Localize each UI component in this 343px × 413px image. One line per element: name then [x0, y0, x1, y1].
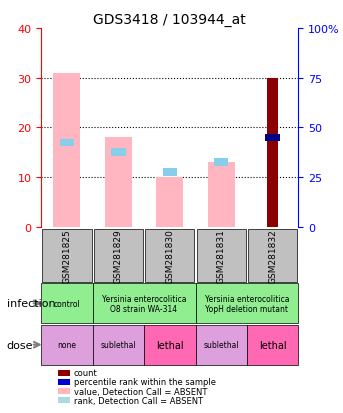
FancyBboxPatch shape [94, 230, 143, 282]
FancyBboxPatch shape [42, 230, 92, 282]
Title: GDS3418 / 103944_at: GDS3418 / 103944_at [93, 12, 246, 26]
Text: rank, Detection Call = ABSENT: rank, Detection Call = ABSENT [74, 396, 203, 405]
Text: GSM281825: GSM281825 [62, 229, 71, 283]
FancyBboxPatch shape [41, 284, 93, 323]
Text: value, Detection Call = ABSENT: value, Detection Call = ABSENT [74, 387, 207, 396]
FancyBboxPatch shape [248, 230, 297, 282]
Text: Yersinia enterocolitica
YopH deletion mutant: Yersinia enterocolitica YopH deletion mu… [205, 294, 289, 313]
Bar [111, 149, 126, 157]
Text: count: count [74, 368, 97, 377]
Text: GSM281830: GSM281830 [165, 229, 174, 283]
FancyBboxPatch shape [196, 284, 298, 323]
Text: GSM281829: GSM281829 [114, 229, 123, 283]
Bar [163, 169, 177, 176]
Bar [105, 138, 132, 227]
Bar [267, 78, 278, 227]
FancyBboxPatch shape [144, 325, 196, 365]
Bar [156, 178, 183, 227]
Text: lethal: lethal [156, 340, 184, 350]
Text: sublethal: sublethal [100, 340, 136, 349]
Bar [208, 163, 235, 227]
Text: infection: infection [7, 299, 56, 309]
Bar [54, 74, 80, 227]
Text: sublethal: sublethal [203, 340, 239, 349]
FancyBboxPatch shape [93, 325, 144, 365]
FancyBboxPatch shape [197, 230, 246, 282]
Text: GSM281831: GSM281831 [217, 229, 226, 283]
Bar [214, 159, 228, 166]
FancyBboxPatch shape [93, 284, 196, 323]
Text: dose: dose [7, 340, 33, 350]
FancyBboxPatch shape [196, 325, 247, 365]
Text: none: none [57, 340, 76, 349]
Text: percentile rank within the sample: percentile rank within the sample [74, 377, 216, 387]
Bar [60, 139, 74, 147]
FancyBboxPatch shape [145, 230, 194, 282]
FancyBboxPatch shape [247, 325, 298, 365]
Bar [265, 134, 280, 142]
FancyBboxPatch shape [41, 325, 93, 365]
Text: GSM281832: GSM281832 [268, 229, 277, 283]
Text: lethal: lethal [259, 340, 286, 350]
Text: Yersinia enterocolitica
O8 strain WA-314: Yersinia enterocolitica O8 strain WA-314 [102, 294, 186, 313]
Text: control: control [54, 299, 80, 308]
